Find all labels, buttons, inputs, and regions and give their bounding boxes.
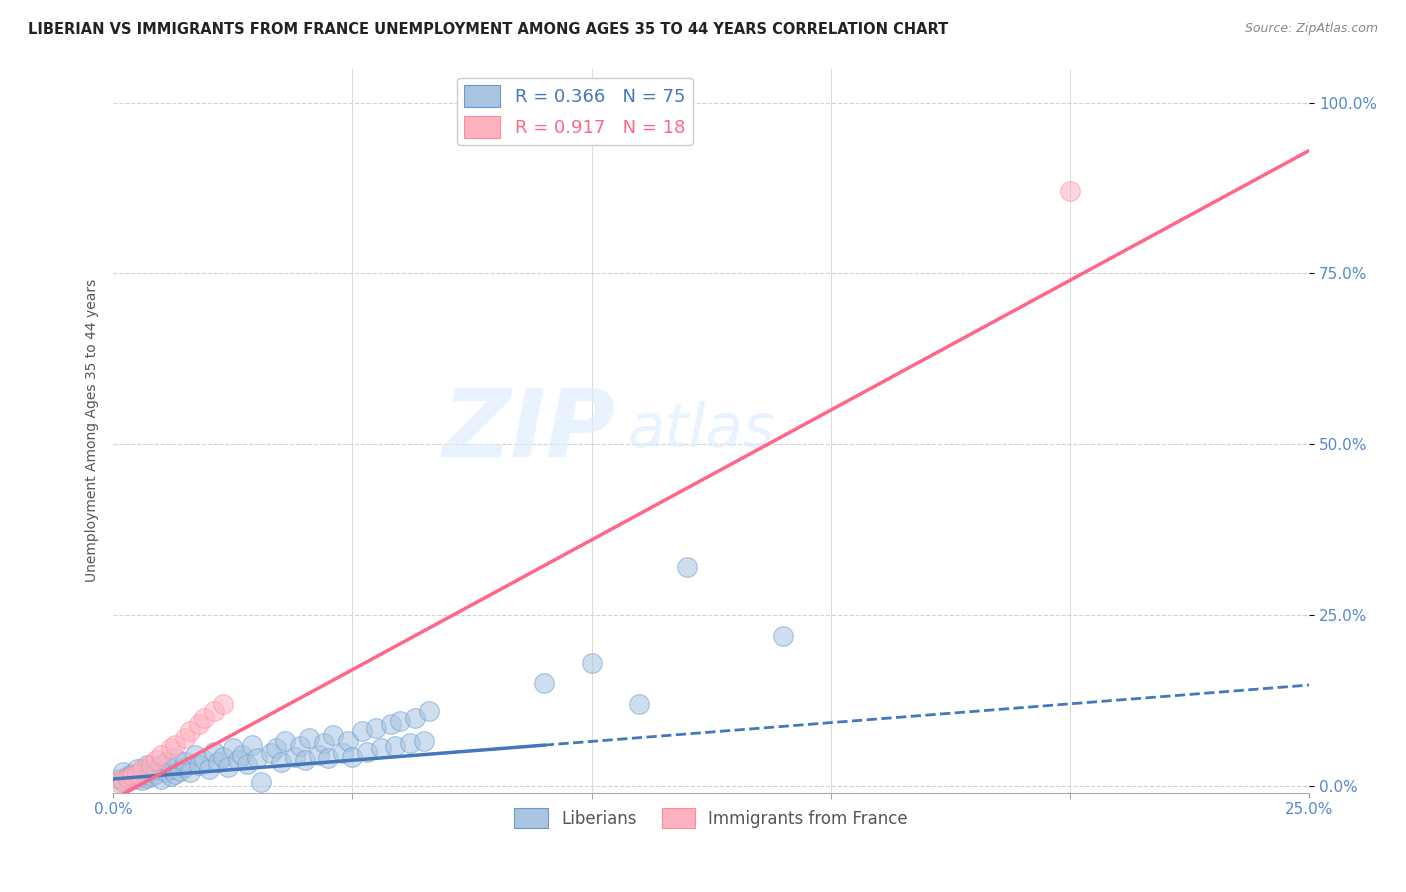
- Point: [217, 760, 239, 774]
- Point: [127, 762, 149, 776]
- Point: [159, 741, 181, 756]
- Point: [236, 756, 259, 771]
- Point: [159, 762, 181, 776]
- Point: [127, 772, 149, 786]
- Point: [179, 724, 201, 739]
- Point: [150, 758, 173, 772]
- Point: [240, 738, 263, 752]
- Point: [111, 773, 134, 788]
- Point: [246, 751, 269, 765]
- Point: [264, 741, 287, 756]
- Point: [356, 745, 378, 759]
- Point: [141, 764, 163, 778]
- Point: [260, 746, 283, 760]
- Legend: Liberians, Immigrants from France: Liberians, Immigrants from France: [508, 801, 914, 835]
- Point: [370, 741, 392, 756]
- Point: [533, 676, 555, 690]
- Point: [202, 745, 225, 759]
- Point: [288, 739, 311, 754]
- Point: [772, 628, 794, 642]
- Point: [127, 766, 149, 780]
- Point: [179, 765, 201, 780]
- Point: [322, 728, 344, 742]
- Point: [294, 753, 316, 767]
- Point: [131, 765, 153, 780]
- Point: [222, 741, 245, 756]
- Point: [145, 762, 167, 776]
- Point: [159, 768, 181, 782]
- Point: [188, 717, 211, 731]
- Point: [165, 751, 187, 765]
- Point: [270, 755, 292, 769]
- Point: [384, 739, 406, 754]
- Point: [117, 771, 139, 785]
- Point: [165, 766, 187, 780]
- Point: [250, 775, 273, 789]
- Point: [121, 771, 143, 785]
- Point: [111, 765, 134, 780]
- Point: [193, 753, 215, 767]
- Point: [145, 753, 167, 767]
- Point: [183, 748, 205, 763]
- Point: [131, 773, 153, 788]
- Point: [628, 697, 651, 711]
- Point: [141, 768, 163, 782]
- Text: atlas: atlas: [627, 401, 775, 460]
- Point: [366, 721, 388, 735]
- Point: [121, 768, 143, 782]
- Point: [676, 560, 699, 574]
- Point: [117, 773, 139, 788]
- Point: [202, 704, 225, 718]
- Point: [165, 738, 187, 752]
- Point: [150, 772, 173, 786]
- Point: [336, 734, 359, 748]
- Text: Source: ZipAtlas.com: Source: ZipAtlas.com: [1244, 22, 1378, 36]
- Point: [121, 766, 143, 780]
- Point: [1059, 185, 1081, 199]
- Point: [135, 758, 157, 772]
- Y-axis label: Unemployment Among Ages 35 to 44 years: Unemployment Among Ages 35 to 44 years: [86, 279, 100, 582]
- Point: [212, 697, 235, 711]
- Point: [312, 736, 335, 750]
- Point: [107, 772, 129, 786]
- Point: [342, 750, 364, 764]
- Point: [413, 734, 436, 748]
- Point: [207, 755, 229, 769]
- Point: [107, 775, 129, 789]
- Point: [332, 746, 354, 760]
- Point: [111, 775, 134, 789]
- Point: [174, 731, 197, 745]
- Point: [198, 762, 221, 776]
- Point: [274, 734, 297, 748]
- Text: LIBERIAN VS IMMIGRANTS FROM FRANCE UNEMPLOYMENT AMONG AGES 35 TO 44 YEARS CORREL: LIBERIAN VS IMMIGRANTS FROM FRANCE UNEMP…: [28, 22, 949, 37]
- Point: [169, 764, 191, 778]
- Point: [581, 656, 603, 670]
- Point: [135, 771, 157, 785]
- Text: ZIP: ZIP: [443, 384, 616, 476]
- Point: [226, 753, 249, 767]
- Point: [398, 736, 420, 750]
- Point: [298, 731, 321, 745]
- Point: [231, 748, 253, 763]
- Point: [418, 704, 440, 718]
- Point: [404, 710, 426, 724]
- Point: [131, 762, 153, 776]
- Point: [380, 717, 402, 731]
- Point: [141, 758, 163, 772]
- Point: [212, 750, 235, 764]
- Point: [174, 755, 197, 769]
- Point: [389, 714, 412, 728]
- Point: [193, 710, 215, 724]
- Point: [155, 765, 177, 780]
- Point: [318, 751, 340, 765]
- Point: [284, 750, 307, 764]
- Point: [188, 758, 211, 772]
- Point: [174, 760, 197, 774]
- Point: [145, 766, 167, 780]
- Point: [308, 748, 330, 763]
- Point: [350, 724, 373, 739]
- Point: [155, 755, 177, 769]
- Point: [150, 748, 173, 763]
- Point: [117, 768, 139, 782]
